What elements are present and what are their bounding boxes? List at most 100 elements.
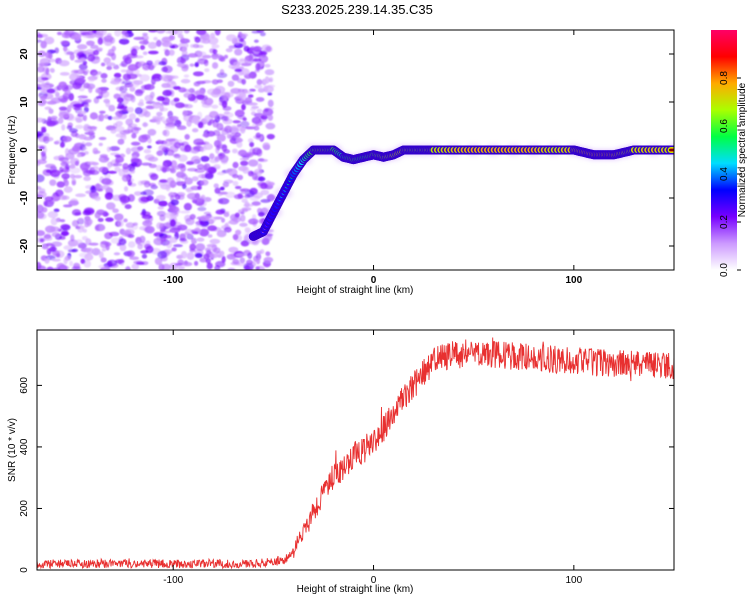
noise-blob: [220, 69, 225, 76]
noise-blob: [138, 62, 142, 67]
noise-blob: [150, 173, 158, 180]
noise-blob: [77, 44, 87, 49]
noise-blob: [260, 199, 270, 203]
noise-blob: [114, 213, 124, 220]
noise-blob: [181, 251, 187, 259]
noise-blob: [40, 96, 47, 101]
noise-blob: [122, 233, 130, 236]
noise-blob: [48, 108, 53, 113]
noise-blob: [81, 259, 86, 264]
noise-blob: [122, 163, 128, 170]
noise-blob: [180, 37, 185, 44]
noise-blob: [48, 120, 59, 125]
bottom-x-axis-label: Height of straight line (km): [297, 584, 414, 595]
noise-blob: [217, 172, 225, 176]
noise-blob: [197, 186, 202, 190]
noise-blob: [182, 184, 187, 189]
noise-blob: [210, 33, 215, 39]
noise-blob: [256, 258, 260, 264]
noise-blob: [140, 45, 145, 50]
noise-blob: [156, 195, 166, 201]
noise-blob: [198, 122, 204, 129]
noise-blob: [239, 58, 245, 61]
noise-blob: [85, 142, 92, 146]
noise-blob: [87, 54, 95, 62]
noise-blob: [92, 196, 101, 200]
noise-blob: [165, 222, 170, 230]
noise-blob: [70, 167, 81, 173]
noise-blob: [221, 159, 228, 164]
noise-blob: [184, 203, 192, 211]
noise-blob: [167, 177, 175, 184]
noise-blob: [88, 130, 94, 136]
noise-blob: [213, 49, 218, 54]
noise-blob: [92, 166, 99, 170]
noise-blob: [119, 85, 127, 92]
noise-blob: [108, 49, 115, 57]
noise-blob: [158, 61, 166, 65]
noise-blob: [34, 118, 44, 123]
noise-blob: [267, 182, 275, 186]
noise-blob: [50, 169, 60, 177]
noise-blob: [219, 198, 230, 205]
noise-blob: [113, 163, 123, 166]
noise-blob: [159, 179, 168, 183]
y-tick-label: 0: [19, 567, 30, 573]
noise-blob: [79, 253, 89, 258]
noise-blob: [146, 60, 153, 65]
noise-blob: [215, 210, 224, 215]
noise-blob: [232, 120, 240, 123]
noise-blob: [256, 97, 265, 102]
noise-blob: [250, 107, 256, 111]
noise-blob: [193, 71, 204, 76]
colorbar-tick-label: 0.0: [719, 263, 730, 277]
noise-blob: [232, 149, 238, 154]
noise-blob: [141, 163, 152, 166]
y-tick-label: 0: [19, 147, 30, 153]
noise-blob: [119, 38, 129, 44]
noise-blob: [258, 159, 268, 162]
bottom-y-axis-label: SNR (10 * v/v): [7, 418, 18, 482]
noise-blob: [163, 129, 169, 136]
noise-blob: [264, 46, 272, 52]
colorbar-tick-label: 0.2: [719, 215, 730, 229]
noise-blob: [177, 259, 183, 264]
noise-blob: [115, 154, 121, 157]
noise-blob: [133, 37, 144, 40]
noise-blob: [131, 147, 142, 153]
noise-blob: [156, 112, 162, 117]
noise-blob: [66, 116, 77, 121]
noise-blob: [244, 202, 249, 208]
noise-blob: [235, 213, 240, 218]
top-x-axis-label: Height of straight line (km): [297, 285, 414, 296]
noise-blob: [37, 66, 45, 72]
noise-blob: [256, 133, 261, 139]
noise-blob: [117, 106, 128, 110]
y-tick-label: 10: [19, 96, 30, 108]
noise-blob: [85, 104, 89, 107]
noise-blob: [224, 116, 229, 122]
noise-blob: [51, 218, 58, 226]
noise-blob: [109, 232, 119, 237]
noise-blob: [139, 40, 149, 44]
noise-blob: [75, 239, 83, 244]
noise-blob: [254, 40, 259, 43]
y-tick-label: 200: [19, 500, 30, 517]
noise-blob: [264, 257, 274, 263]
noise-blob: [98, 37, 103, 44]
noise-blob: [161, 116, 165, 122]
noise-blob: [173, 86, 181, 90]
noise-blob: [122, 34, 129, 39]
noise-blob: [149, 93, 153, 101]
noise-blob: [86, 30, 94, 35]
noise-blob: [123, 218, 127, 222]
noise-blob: [169, 237, 177, 243]
x-tick-label: -100: [163, 275, 183, 286]
noise-blob: [89, 243, 99, 246]
noise-blob: [56, 140, 61, 144]
noise-blob: [209, 153, 214, 159]
noise-blob: [133, 222, 138, 225]
noise-blob: [235, 186, 242, 189]
